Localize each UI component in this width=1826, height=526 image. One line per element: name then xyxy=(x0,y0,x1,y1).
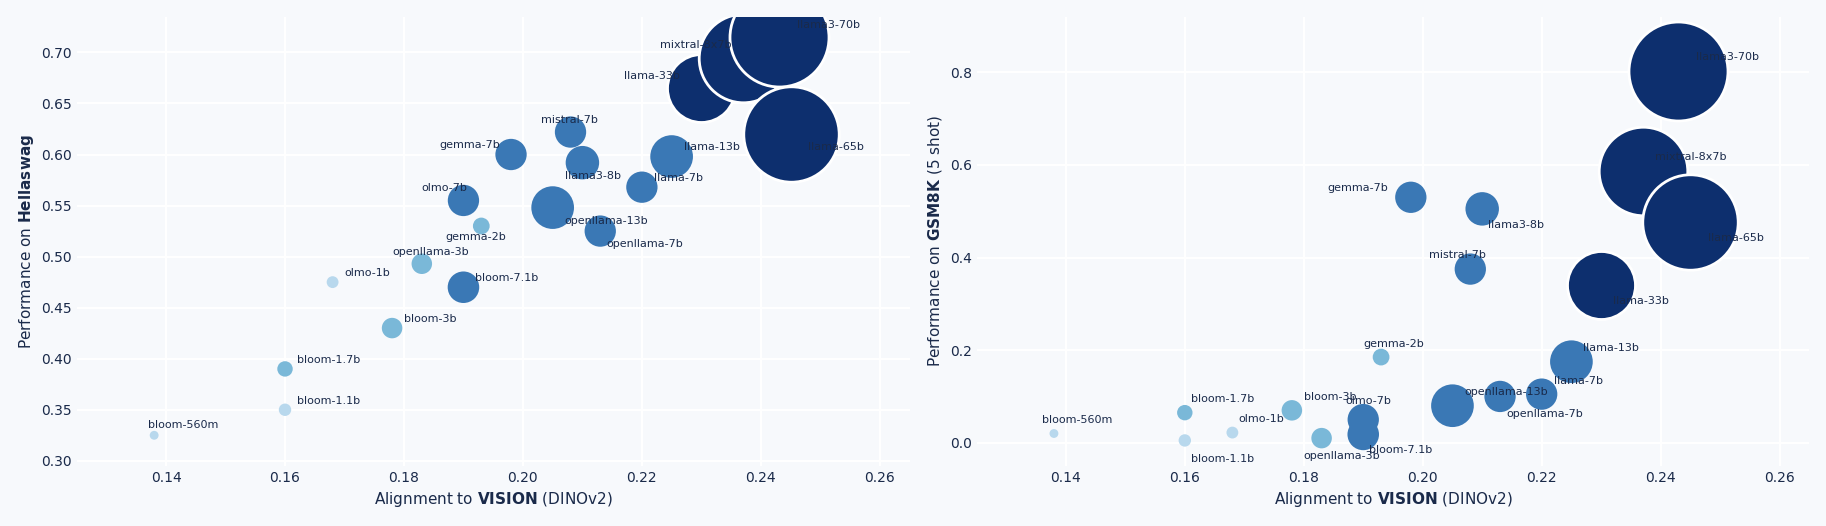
Point xyxy=(1170,409,1200,417)
Point xyxy=(1663,67,1693,75)
Text: bloom-1.1b: bloom-1.1b xyxy=(298,396,360,406)
Point xyxy=(657,153,687,161)
Point xyxy=(1349,416,1379,424)
Text: bloom-560m: bloom-560m xyxy=(1043,415,1112,425)
Point xyxy=(407,259,436,268)
Point xyxy=(1485,392,1514,401)
Text: bloom-7.1b: bloom-7.1b xyxy=(1370,446,1432,456)
Point xyxy=(763,33,792,42)
Point xyxy=(378,324,407,332)
Point xyxy=(568,158,597,167)
Point xyxy=(539,204,568,212)
Point xyxy=(270,365,299,373)
Text: llama-13b: llama-13b xyxy=(683,143,740,153)
Text: gemma-2b: gemma-2b xyxy=(446,232,506,242)
Text: gemma-2b: gemma-2b xyxy=(1364,339,1424,349)
Text: llama-7b: llama-7b xyxy=(1554,376,1603,386)
Point xyxy=(1527,390,1556,398)
X-axis label: Alignment to $\mathbf{VISION}$ (DINOv2): Alignment to $\mathbf{VISION}$ (DINOv2) xyxy=(374,490,612,509)
Y-axis label: Performance on $\mathbf{Hellaswag}$: Performance on $\mathbf{Hellaswag}$ xyxy=(16,134,37,349)
Text: llama3-70b: llama3-70b xyxy=(1696,52,1758,62)
Point xyxy=(1558,358,1587,366)
Text: mistral-7b: mistral-7b xyxy=(540,115,597,125)
Point xyxy=(1366,353,1395,361)
Text: openllama-7b: openllama-7b xyxy=(606,239,683,249)
Text: mixtral-8x7b: mixtral-8x7b xyxy=(1654,151,1726,161)
Text: bloom-1.7b: bloom-1.7b xyxy=(298,355,360,365)
Text: bloom-1.1b: bloom-1.1b xyxy=(1191,453,1254,463)
Text: llama-7b: llama-7b xyxy=(654,173,703,183)
Point xyxy=(449,196,478,205)
Text: bloom-3b: bloom-3b xyxy=(1304,392,1357,402)
Point xyxy=(1437,401,1466,410)
Y-axis label: Performance on $\mathbf{GSM8K}$ (5 shot): Performance on $\mathbf{GSM8K}$ (5 shot) xyxy=(926,115,944,367)
Text: openllama-13b: openllama-13b xyxy=(1464,387,1548,397)
Text: olmo-1b: olmo-1b xyxy=(1238,414,1284,424)
Text: llama-33b: llama-33b xyxy=(1612,296,1669,306)
Point xyxy=(1170,436,1200,444)
Point xyxy=(586,227,615,235)
Point xyxy=(1039,429,1068,438)
Text: llama-33b: llama-33b xyxy=(624,71,679,81)
Text: openllama-7b: openllama-7b xyxy=(1506,409,1583,419)
Text: mistral-7b: mistral-7b xyxy=(1428,250,1486,260)
Point xyxy=(1397,193,1426,201)
Point xyxy=(1629,167,1658,175)
Point xyxy=(318,278,347,286)
Point xyxy=(687,84,716,93)
Point xyxy=(1349,430,1379,439)
Point xyxy=(1587,281,1616,289)
X-axis label: Alignment to $\mathbf{VISION}$ (DINOv2): Alignment to $\mathbf{VISION}$ (DINOv2) xyxy=(1273,490,1512,509)
Text: openllama-3b: openllama-3b xyxy=(1304,451,1380,461)
Point xyxy=(776,130,805,138)
Point xyxy=(1307,434,1337,442)
Point xyxy=(628,183,657,191)
Text: openllama-13b: openllama-13b xyxy=(564,216,648,226)
Point xyxy=(497,150,526,159)
Point xyxy=(729,53,758,62)
Point xyxy=(1276,406,1306,414)
Text: bloom-1.7b: bloom-1.7b xyxy=(1191,394,1254,404)
Text: llama3-8b: llama3-8b xyxy=(1488,220,1545,230)
Text: llama3-70b: llama3-70b xyxy=(796,20,860,30)
Text: llama-65b: llama-65b xyxy=(1707,233,1764,243)
Text: olmo-1b: olmo-1b xyxy=(345,268,391,278)
Text: bloom-7.1b: bloom-7.1b xyxy=(475,273,539,283)
Point xyxy=(449,283,478,291)
Point xyxy=(1218,428,1247,437)
Point xyxy=(139,431,168,440)
Point xyxy=(467,222,497,230)
Point xyxy=(1468,205,1497,213)
Point xyxy=(1455,265,1485,274)
Point xyxy=(1676,218,1705,227)
Text: mixtral-8x7b: mixtral-8x7b xyxy=(659,41,730,50)
Point xyxy=(555,128,584,136)
Text: llama-13b: llama-13b xyxy=(1583,343,1640,353)
Text: bloom-3b: bloom-3b xyxy=(404,314,456,324)
Text: llama3-8b: llama3-8b xyxy=(564,171,621,181)
Text: olmo-7b: olmo-7b xyxy=(422,183,467,193)
Text: openllama-3b: openllama-3b xyxy=(393,247,469,257)
Text: gemma-7b: gemma-7b xyxy=(1328,183,1388,193)
Text: olmo-7b: olmo-7b xyxy=(1346,396,1391,406)
Text: llama-65b: llama-65b xyxy=(809,143,864,153)
Text: gemma-7b: gemma-7b xyxy=(440,140,500,150)
Point xyxy=(270,406,299,414)
Text: bloom-560m: bloom-560m xyxy=(148,420,219,430)
